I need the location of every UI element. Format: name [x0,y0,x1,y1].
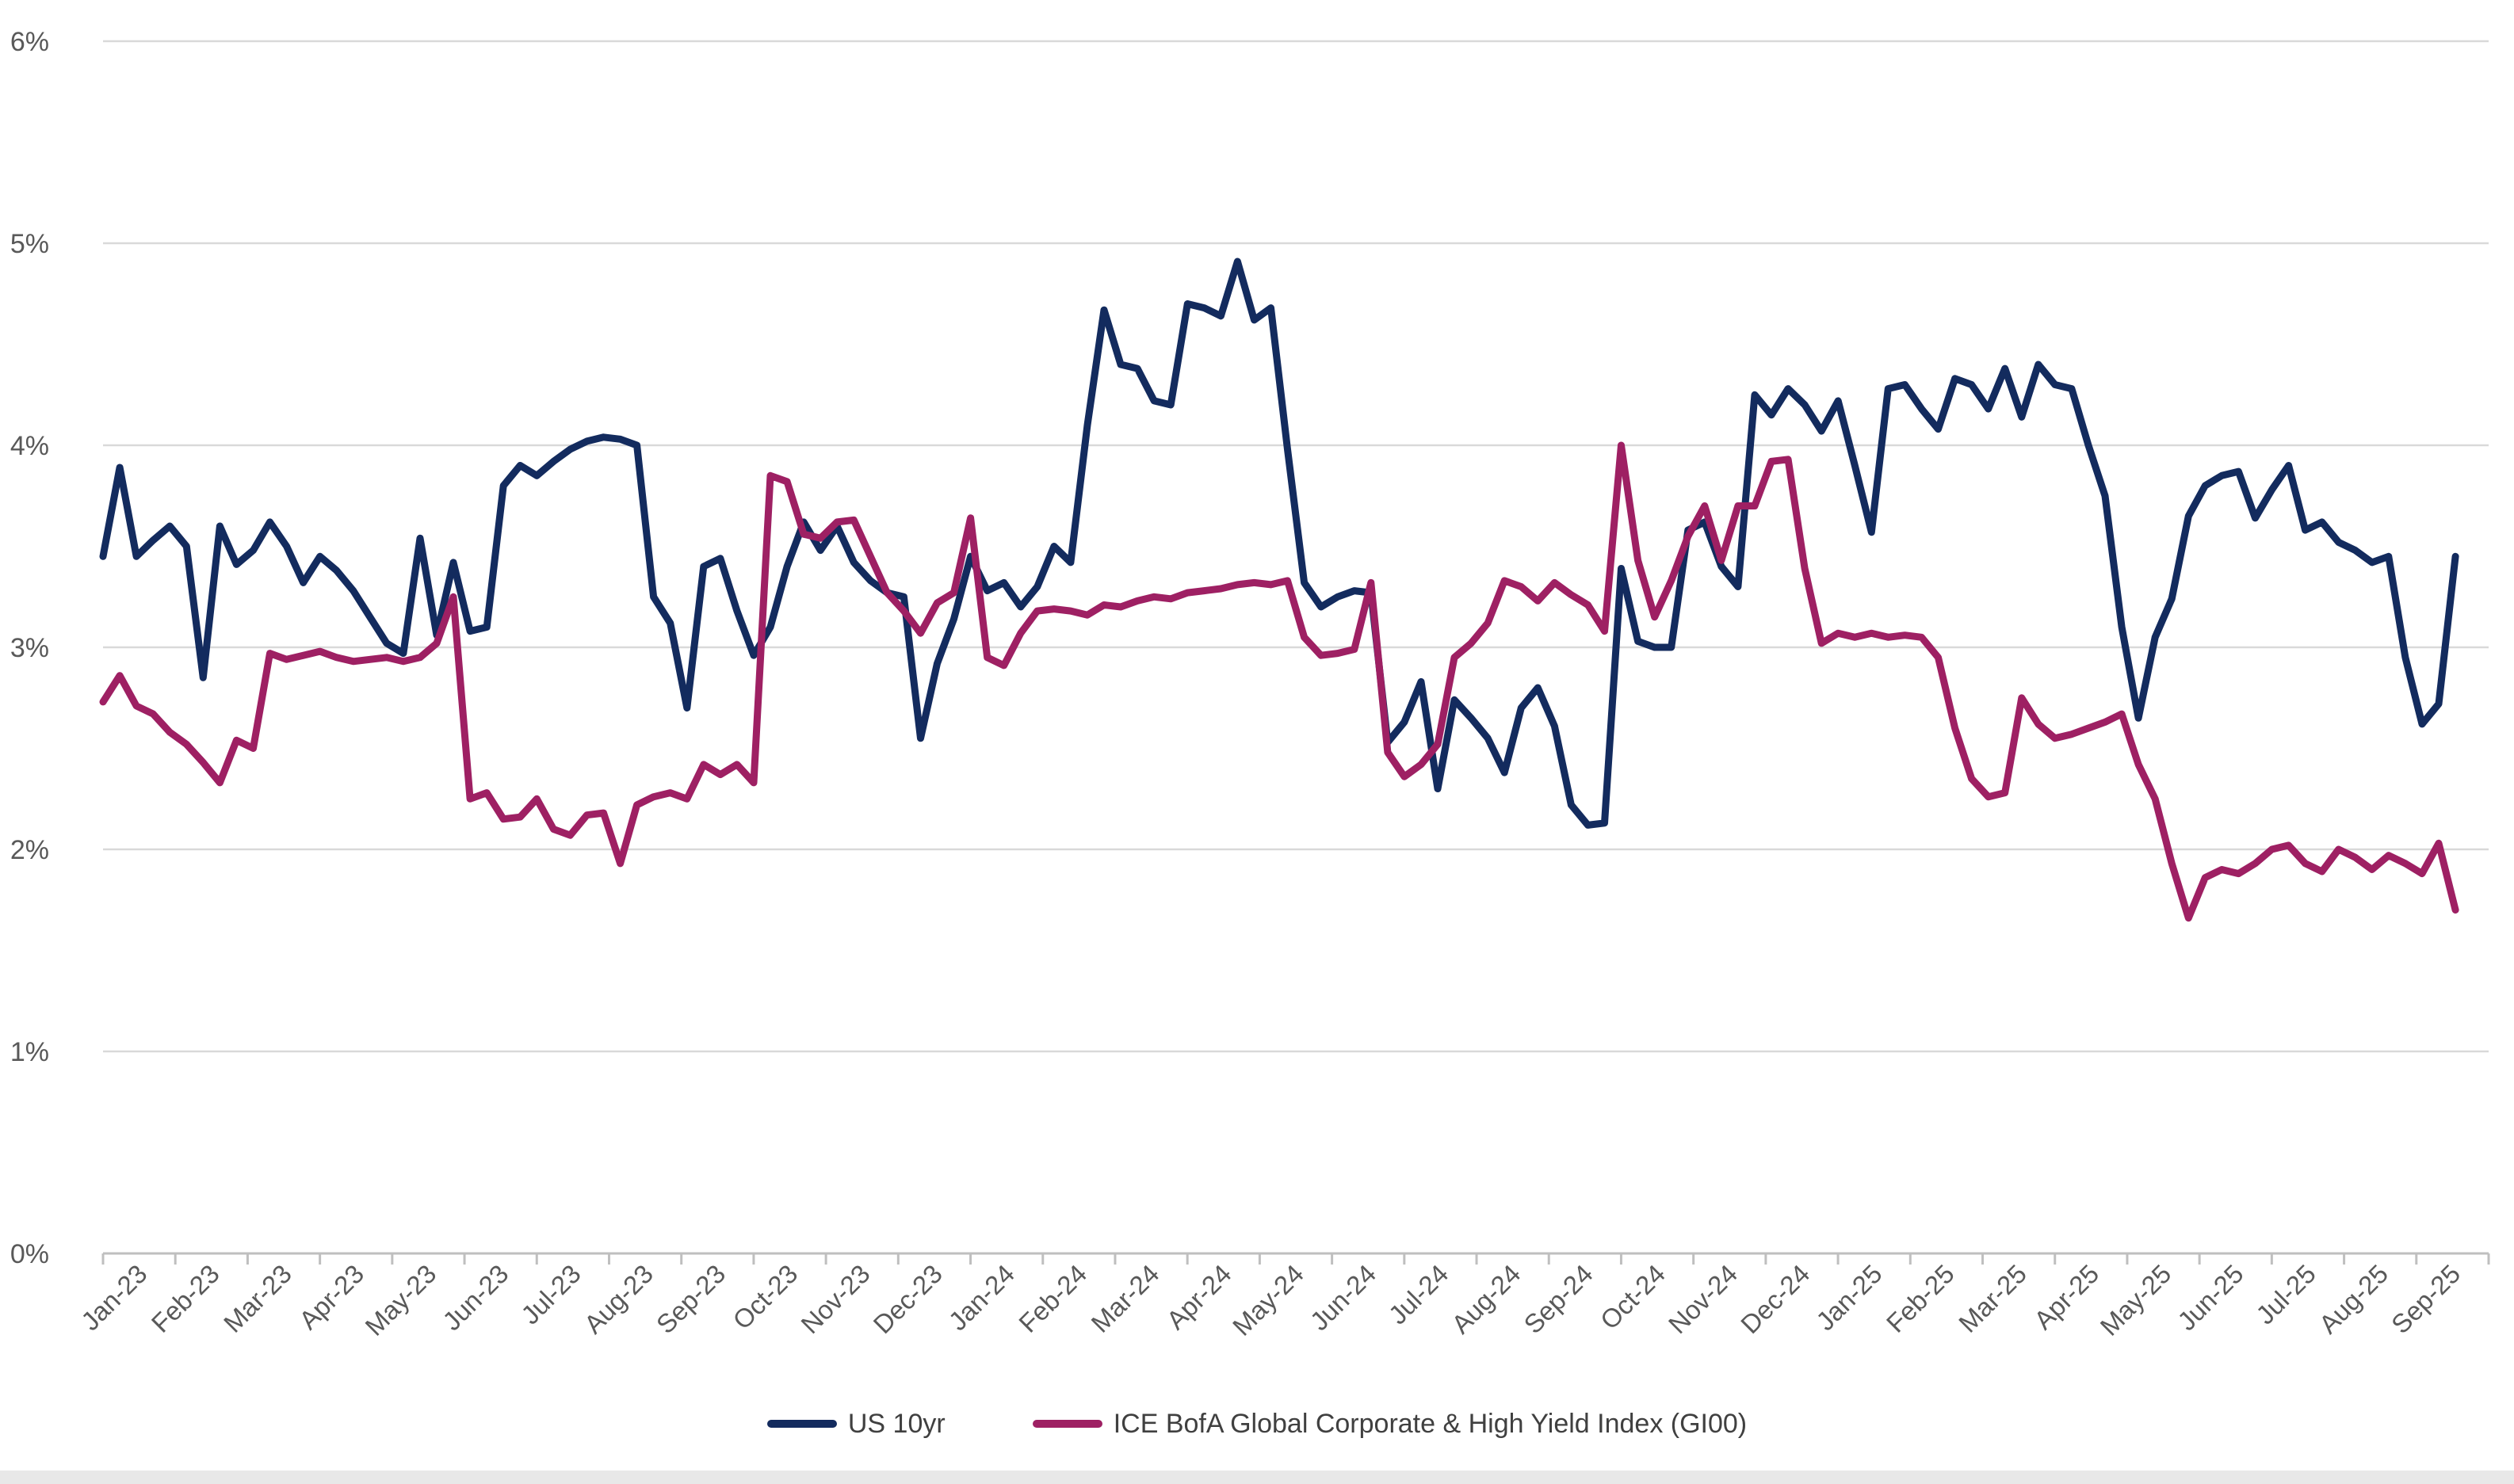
x-axis-label: Jun-23 [437,1259,514,1337]
x-axis-label: Feb-24 [1013,1259,1092,1338]
x-axis-label: Dec-24 [1735,1259,1815,1339]
gi00-line-swatch [1032,1420,1102,1428]
x-axis-label: Jul-24 [1383,1259,1454,1330]
x-axis-label: Dec-23 [867,1259,947,1339]
x-axis-label: Sep-24 [1518,1259,1598,1339]
legend-label-us10yr: US 10yr [847,1408,946,1439]
x-axis-label: Jul-23 [515,1259,586,1330]
chart-legend: US 10yr ICE BofA Global Corporate & High… [0,1396,2514,1452]
y-axis-label: 6% [10,27,49,57]
legend-item-gi00: ICE BofA Global Corporate & High Yield I… [1032,1408,1748,1440]
x-axis-label: Jan-23 [75,1259,153,1337]
x-axis-label: Oct-24 [1595,1259,1671,1335]
x-axis-label: Jun-24 [1305,1259,1382,1337]
x-axis-label: Oct-23 [727,1259,803,1335]
x-axis-label: Nov-24 [1663,1259,1743,1339]
x-axis-label: Nov-23 [795,1259,875,1339]
us10yr-line-swatch [766,1420,837,1428]
x-axis-label: May-24 [1227,1259,1309,1341]
y-axis-label: 2% [10,835,49,865]
x-axis-label: Sep-25 [2386,1259,2466,1339]
x-axis-label: Aug-25 [2313,1259,2394,1339]
x-axis-label: Feb-23 [146,1259,225,1338]
us10yr-line [99,258,2459,829]
y-axis-label: 3% [10,633,49,663]
legend-label-gi00: ICE BofA Global Corporate & High Yield I… [1113,1408,1748,1439]
x-axis-label: May-23 [359,1259,441,1341]
x-axis-label: Aug-23 [579,1259,659,1339]
y-axis-label: 1% [10,1037,49,1067]
x-axis-label: Mar-25 [1953,1259,2032,1338]
x-axis-label: Jul-25 [2250,1259,2321,1330]
x-axis-label: Jan-25 [1810,1259,1888,1337]
x-axis-label: Feb-25 [1881,1259,1960,1338]
y-axis-label: 4% [10,431,49,461]
x-axis-label: Apr-24 [1161,1259,1237,1335]
x-axis-label: Mar-24 [1085,1259,1164,1338]
x-axis-label: Mar-23 [218,1259,297,1338]
x-axis-label: Sep-23 [651,1259,731,1339]
x-axis-label: Apr-23 [293,1259,369,1335]
y-axis-label: 0% [10,1239,49,1269]
x-axis-label: Aug-24 [1446,1259,1526,1339]
y-axis-label: 5% [10,229,49,259]
x-axis-label: May-25 [2095,1259,2177,1341]
gi00-line [99,441,2459,922]
x-axis-label: Jan-24 [943,1259,1021,1337]
x-axis-label: Apr-25 [2028,1259,2104,1335]
horizontal-scrollbar-track [0,1471,2514,1484]
x-axis-label: Jun-25 [2172,1259,2249,1337]
legend-item-us10yr: US 10yr [766,1408,946,1440]
